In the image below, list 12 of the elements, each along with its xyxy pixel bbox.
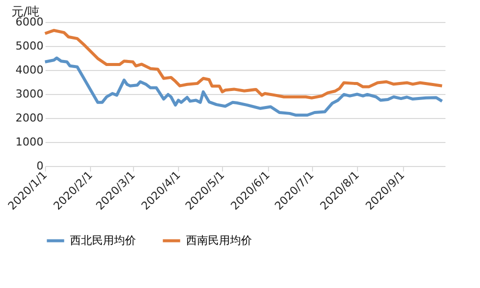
y-tick-label: 2000 [16, 112, 44, 124]
line-series [44, 56, 444, 117]
legend-label: 西北民用均价 [70, 234, 136, 247]
legend-label: 西南民用均价 [186, 234, 252, 247]
y-tick-label: 5000 [16, 40, 44, 52]
y-tick-label: 1000 [16, 136, 44, 148]
y-tick-label: 6000 [16, 16, 44, 28]
y-tick-label: 3000 [16, 88, 44, 100]
y-tick-label: 4000 [16, 64, 44, 76]
y-tick-label: 0 [36, 160, 44, 172]
y-axis-title: 元/吨 [12, 4, 40, 18]
line-series [44, 28, 444, 100]
